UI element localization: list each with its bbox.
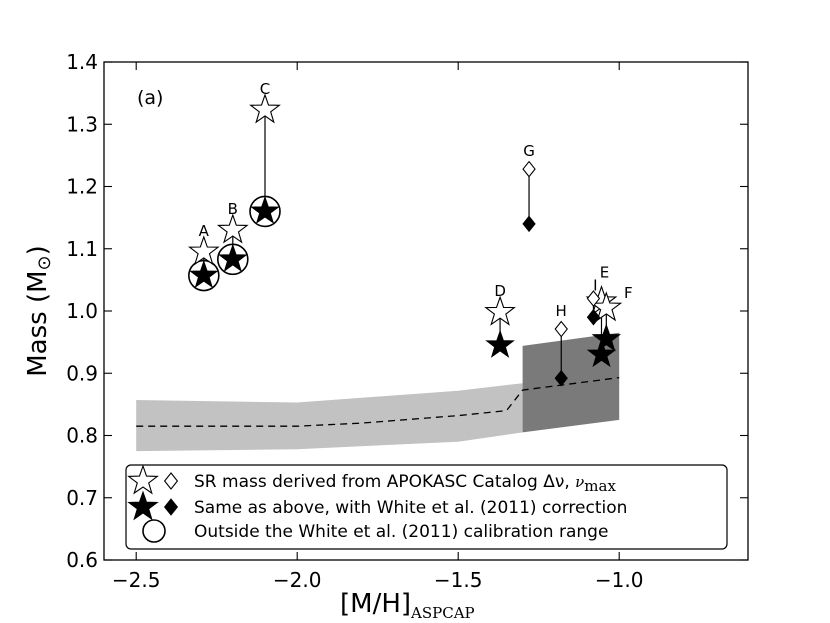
y-tick-label: 1.0: [66, 299, 98, 323]
legend-open-diamond: [163, 472, 179, 490]
corrected-mass-diamond-i: [586, 308, 601, 326]
legend-entry-outside: Outside the White et al. (2011) calibrat…: [194, 522, 608, 542]
sr-mass-diamond-g: [522, 160, 536, 178]
y-tick-label: 1.4: [66, 50, 98, 74]
corrected-mass-star-e: [586, 339, 617, 368]
legend-frame: [125, 464, 728, 550]
sr-mass-star-d: [484, 295, 516, 326]
x-tick-label: −2.5: [112, 568, 161, 592]
y-tick-label: 1.3: [66, 112, 98, 136]
markers-group: [188, 93, 623, 387]
y-tick-label: 1.1: [66, 237, 98, 261]
corrected-mass-star-b: [218, 243, 248, 272]
model-band-dark: [522, 332, 620, 433]
sr-mass-star-a: [188, 235, 220, 266]
axes-group: −2.5 −2.0 −1.5 −1.0 0.6 0.7 0.8 0.9 1.0 1.1 1.2 1.3…: [66, 50, 749, 592]
sr-mass-diamond-i: [586, 290, 601, 307]
point-label-b: B: [228, 200, 238, 218]
legend-entry-corrected: Same as above, with White et al. (2011) …: [194, 498, 627, 518]
legend-open-star: [127, 464, 159, 495]
corrected-mass-diamond-g: [522, 215, 536, 233]
y-tick-label: 0.7: [66, 486, 98, 510]
point-label-c: C: [260, 80, 270, 98]
corrected-mass-star-a: [189, 259, 219, 289]
x-tick-label: −1.0: [595, 568, 644, 592]
y-tick-label: 1.2: [66, 175, 98, 199]
point-labels-group: AB C D EF G H I: [199, 80, 633, 320]
legend-filled-star: [127, 490, 159, 521]
point-label-e: E: [600, 264, 609, 282]
x-tick-label: −2.0: [273, 568, 322, 592]
point-label-i: I: [593, 277, 597, 295]
model-band-group: [136, 332, 620, 452]
legend-entry-sr-mass: SR mass derived from APOKASC Catalog Δν,…: [194, 472, 616, 495]
corrected-mass-star-f: [591, 323, 622, 352]
connector-lines-group: [203, 109, 607, 379]
point-label-g: G: [523, 142, 535, 160]
model-band-light: [136, 383, 523, 452]
y-axis-title: Mass (M⊙): [23, 245, 55, 377]
y-tick-label: 0.8: [66, 424, 98, 448]
point-label-f: F: [624, 284, 633, 302]
sr-mass-star-c: [249, 93, 281, 124]
legend-markers: [127, 464, 179, 543]
point-label-a: A: [199, 222, 210, 240]
point-label-h: H: [556, 302, 567, 320]
legend: SR mass derived from APOKASC Catalog Δν,…: [125, 464, 728, 550]
corrected-mass-star-d: [485, 329, 515, 358]
legend-filled-diamond: [163, 498, 179, 516]
sr-mass-star-b: [216, 213, 249, 244]
corrected-mass-diamond-h: [554, 369, 568, 387]
corrected-mass-star-c: [250, 195, 280, 224]
model-dashed-line: [136, 376, 620, 427]
y-tick-label: 0.9: [66, 361, 98, 385]
x-tick-label: −1.5: [434, 568, 483, 592]
point-label-d: D: [494, 282, 506, 300]
y-tick-label: 0.6: [66, 548, 98, 572]
legend-open-circle: [142, 519, 166, 543]
sr-mass-diamond-h: [554, 320, 568, 338]
x-axis-title: [M/H]ASPCAP: [340, 589, 475, 622]
panel-label: (a): [137, 87, 163, 109]
